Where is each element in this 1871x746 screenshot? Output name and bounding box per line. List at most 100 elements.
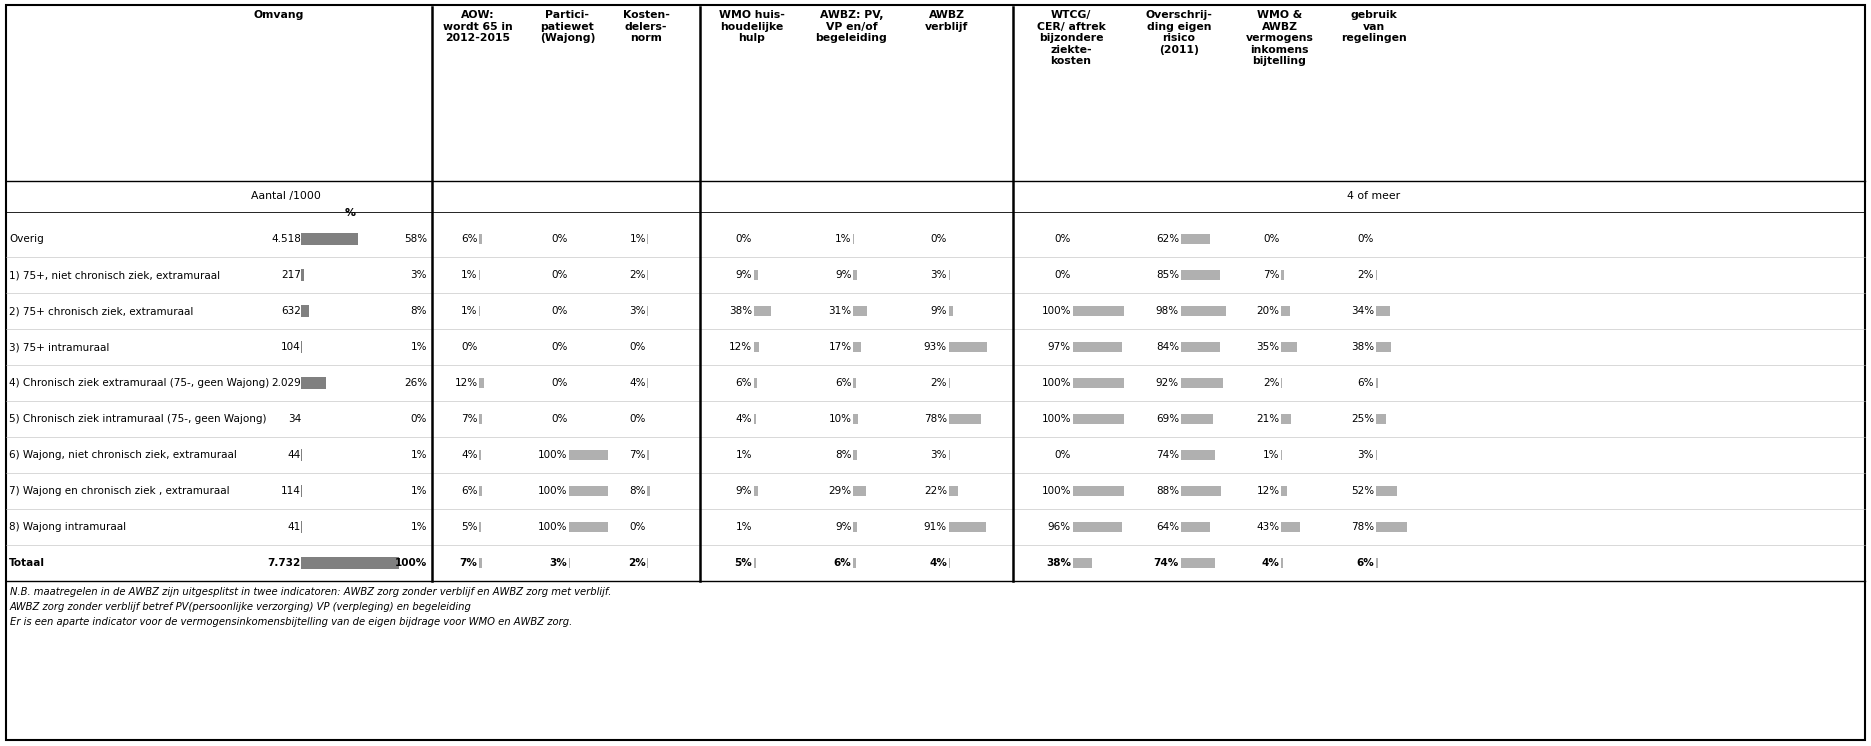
Text: 1%: 1% <box>410 450 427 460</box>
Bar <box>1074 414 1124 424</box>
Text: 88%: 88% <box>1156 486 1179 496</box>
Bar <box>1282 342 1297 352</box>
Text: 3) 75+ intramuraal: 3) 75+ intramuraal <box>9 342 109 352</box>
Text: 8%: 8% <box>410 306 427 316</box>
Text: 2.029: 2.029 <box>271 378 301 388</box>
Bar <box>1282 270 1285 280</box>
Text: 41: 41 <box>288 522 301 532</box>
Bar <box>1074 486 1124 496</box>
Bar <box>853 306 866 316</box>
Text: 9%: 9% <box>834 270 851 280</box>
Bar <box>1375 414 1386 424</box>
Text: 97%: 97% <box>1048 342 1070 352</box>
Text: 1%: 1% <box>460 270 477 280</box>
Text: 4%: 4% <box>735 414 752 424</box>
Text: 20%: 20% <box>1257 306 1280 316</box>
Bar <box>1181 450 1214 460</box>
Text: 4%: 4% <box>629 378 645 388</box>
Bar <box>1074 378 1124 388</box>
Text: 2) 75+ chronisch ziek, extramuraal: 2) 75+ chronisch ziek, extramuraal <box>9 306 193 316</box>
Text: 217: 217 <box>281 270 301 280</box>
Text: 0%: 0% <box>1358 234 1373 244</box>
Bar <box>1074 522 1123 532</box>
Text: 0%: 0% <box>552 234 567 244</box>
Text: gebruik
van
regelingen: gebruik van regelingen <box>1342 10 1407 43</box>
Text: 22%: 22% <box>924 486 947 496</box>
Text: AWBZ: PV,
VP en/of
begeleiding: AWBZ: PV, VP en/of begeleiding <box>816 10 887 43</box>
Bar <box>754 486 758 496</box>
Bar <box>853 450 857 460</box>
Bar <box>1181 558 1214 568</box>
Bar <box>301 305 309 317</box>
Text: 6%: 6% <box>834 558 851 568</box>
Bar <box>1375 306 1390 316</box>
Text: 34%: 34% <box>1351 306 1373 316</box>
Bar <box>1181 486 1222 496</box>
Bar <box>1181 234 1209 244</box>
Text: 0%: 0% <box>631 342 645 352</box>
Text: 114: 114 <box>281 486 301 496</box>
Text: 6%: 6% <box>460 486 477 496</box>
Text: 6%: 6% <box>460 234 477 244</box>
Bar <box>1375 558 1379 568</box>
Text: 96%: 96% <box>1048 522 1070 532</box>
Bar <box>479 522 481 532</box>
Text: 8%: 8% <box>834 450 851 460</box>
Text: 7%: 7% <box>629 450 645 460</box>
Text: Er is een aparte indicator voor de vermogensinkomensbijtelling van de eigen bijd: Er is een aparte indicator voor de vermo… <box>9 617 573 627</box>
Text: 38%: 38% <box>730 306 752 316</box>
Bar <box>1074 342 1123 352</box>
Text: 2%: 2% <box>629 270 645 280</box>
Bar <box>301 377 326 389</box>
Text: 100%: 100% <box>1042 378 1070 388</box>
Text: 2%: 2% <box>1358 270 1373 280</box>
Bar <box>1181 270 1220 280</box>
Text: 9%: 9% <box>834 522 851 532</box>
Text: 5%: 5% <box>460 522 477 532</box>
Text: 2%: 2% <box>930 378 947 388</box>
Text: 3%: 3% <box>930 450 947 460</box>
Bar <box>853 522 857 532</box>
Text: 1%: 1% <box>410 486 427 496</box>
Text: 2%: 2% <box>1263 378 1280 388</box>
Text: 3%: 3% <box>550 558 567 568</box>
Text: 44: 44 <box>288 450 301 460</box>
Text: WTCG/
CER/ aftrek
bijzondere
ziekte-
kosten: WTCG/ CER/ aftrek bijzondere ziekte- kos… <box>1037 10 1106 66</box>
Bar <box>1375 486 1398 496</box>
Text: 78%: 78% <box>924 414 947 424</box>
Text: 31%: 31% <box>829 306 851 316</box>
Text: 74%: 74% <box>1154 558 1179 568</box>
Bar <box>569 486 608 496</box>
Bar <box>1074 558 1093 568</box>
Bar <box>853 342 861 352</box>
Bar <box>754 558 756 568</box>
Text: 100%: 100% <box>539 486 567 496</box>
Bar <box>479 486 481 496</box>
Text: Omvang: Omvang <box>254 10 305 20</box>
Text: 74%: 74% <box>1156 450 1179 460</box>
Bar <box>1375 378 1379 388</box>
Text: 4 of meer: 4 of meer <box>1347 191 1401 201</box>
Text: 7%: 7% <box>1263 270 1280 280</box>
Text: Overschrij-
ding eigen
risico
(2011): Overschrij- ding eigen risico (2011) <box>1145 10 1212 54</box>
Text: 0%: 0% <box>410 414 427 424</box>
Text: 0%: 0% <box>1263 234 1280 244</box>
Text: 6%: 6% <box>1358 378 1373 388</box>
Bar <box>853 558 857 568</box>
Text: WMO &
AWBZ
vermogens
inkomens
bijtelling: WMO & AWBZ vermogens inkomens bijtelling <box>1246 10 1313 66</box>
Bar <box>1074 306 1124 316</box>
Text: 1%: 1% <box>735 522 752 532</box>
Bar <box>301 557 399 569</box>
Text: 1%: 1% <box>834 234 851 244</box>
Text: 1%: 1% <box>1263 450 1280 460</box>
Text: 100%: 100% <box>539 450 567 460</box>
Text: %: % <box>344 208 355 218</box>
Text: 93%: 93% <box>924 342 947 352</box>
Text: 92%: 92% <box>1156 378 1179 388</box>
Text: 12%: 12% <box>730 342 752 352</box>
Text: 0%: 0% <box>930 234 947 244</box>
Bar <box>1282 486 1287 496</box>
Bar <box>949 414 980 424</box>
Text: 4%: 4% <box>1261 558 1280 568</box>
Text: 0%: 0% <box>1055 270 1070 280</box>
